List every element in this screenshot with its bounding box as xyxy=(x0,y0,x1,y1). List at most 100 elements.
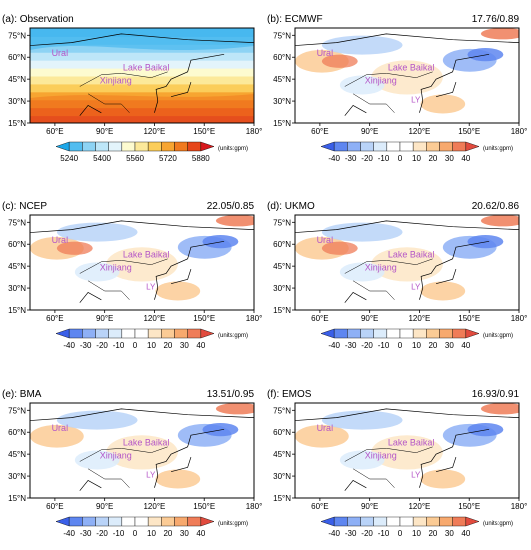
colorbar-label: -10 xyxy=(378,529,390,538)
lon-tick-label: 150°E xyxy=(193,502,215,511)
lon-tick-label: 150°E xyxy=(458,502,480,511)
lat-tick-label: 30°N xyxy=(8,97,26,106)
boundary xyxy=(79,446,168,488)
colorbar: -40 -30 -20 -10 0 10 20 30 40 (units:gpm) xyxy=(320,516,513,538)
lon-tick-label: 180° xyxy=(246,314,263,323)
colorbar-label: -40 xyxy=(328,341,340,350)
place-label: Lake Baikal xyxy=(123,437,170,447)
panel-stat: 16.93/0.91 xyxy=(472,389,520,400)
anomaly-region xyxy=(295,424,349,448)
lat-tick-label: 15°N xyxy=(8,119,26,128)
colorbar-label: 30 xyxy=(445,529,454,538)
map-frame xyxy=(29,214,255,311)
colorbar-label: 30 xyxy=(180,529,189,538)
colorbar-swatch xyxy=(200,516,215,527)
place-label: Ural xyxy=(52,48,69,58)
colorbar-units: (units:gpm) xyxy=(483,146,513,152)
colorbar-label: 10 xyxy=(147,529,156,538)
lat-tick-label: 60°N xyxy=(273,428,291,437)
panel-b: (b): ECMWF 17.76/0.89 Ural Lake Baikal Xinji… xyxy=(267,14,527,163)
anomaly-region xyxy=(321,222,403,242)
contour-band xyxy=(30,66,254,77)
colorbar-label: 20 xyxy=(163,529,172,538)
colorbar-swatch xyxy=(121,516,136,527)
colorbar-swatch xyxy=(347,141,361,152)
colorbar-swatch xyxy=(465,328,480,339)
colorbar-swatch xyxy=(373,516,388,527)
map-frame xyxy=(29,27,255,124)
anomaly-region xyxy=(480,28,519,40)
colorbar-label: 40 xyxy=(196,341,205,350)
colorbar-swatch xyxy=(108,516,123,527)
lon-tick-label: 150°E xyxy=(458,127,480,136)
panel-title: (f): EMOS xyxy=(267,389,312,400)
colorbar-swatch xyxy=(399,328,414,339)
colorbar-swatch xyxy=(121,141,136,152)
lon-tick-label: 60°E xyxy=(311,502,328,511)
place-label: Lake Baikal xyxy=(388,437,435,447)
place-label: Lake Baikal xyxy=(123,249,170,259)
colorbar-label: -40 xyxy=(63,529,75,538)
colorbar-swatch xyxy=(426,141,440,152)
colorbar-label: -30 xyxy=(80,341,92,350)
panel-c: (c): NCEP 22.05/0.85 Ural Lake Baikal Xinjia… xyxy=(2,201,262,350)
colorbar-label: 5720 xyxy=(159,154,177,163)
colorbar-swatch xyxy=(174,328,188,339)
coastline xyxy=(295,33,519,116)
map-frame xyxy=(294,27,520,124)
colorbar-swatch xyxy=(333,141,348,152)
colorbar-swatch xyxy=(386,516,401,527)
colorbar-swatch xyxy=(147,328,162,339)
lon-tick-label: 60°E xyxy=(46,502,63,511)
colorbar-swatch xyxy=(121,328,136,339)
colorbar-swatch xyxy=(200,328,215,339)
colorbar-swatch xyxy=(426,516,440,527)
boundary xyxy=(344,446,433,488)
map-field xyxy=(295,28,519,123)
contour-band xyxy=(30,74,254,85)
lat-tick-label: 30°N xyxy=(273,472,291,481)
colorbar-swatch xyxy=(333,516,348,527)
colorbar-swatch xyxy=(82,328,96,339)
lon-tick-label: 180° xyxy=(246,502,263,511)
lat-tick-label: 15°N xyxy=(8,494,26,503)
colorbar-label: 5400 xyxy=(93,154,111,163)
lon-tick-label: 150°E xyxy=(458,314,480,323)
colorbar-label: 40 xyxy=(461,341,470,350)
colorbar-label: 5240 xyxy=(60,154,78,163)
colorbar-swatch xyxy=(161,141,175,152)
panel-title: (e): BMA xyxy=(2,389,42,400)
lat-tick-label: 45°N xyxy=(8,262,26,271)
colorbar-swatch xyxy=(465,141,480,152)
anomaly-region xyxy=(371,247,443,282)
colorbar-swatch xyxy=(68,516,83,527)
coastline xyxy=(30,33,254,116)
boundary xyxy=(344,258,433,300)
colorbar-swatch xyxy=(108,328,123,339)
lat-tick-label: 45°N xyxy=(273,450,291,459)
contour-band xyxy=(30,58,254,69)
colorbar-label: -40 xyxy=(63,341,75,350)
colorbar-label: -30 xyxy=(345,341,357,350)
colorbar-label: 0 xyxy=(133,341,138,350)
colorbar-label: 20 xyxy=(428,154,437,163)
colorbar-swatch xyxy=(320,141,335,152)
panel-title: (d): UKMO xyxy=(267,201,315,212)
colorbar-label: -30 xyxy=(345,529,357,538)
colorbar-swatch xyxy=(320,516,335,527)
lat-tick-label: 75°N xyxy=(8,31,26,40)
colorbar-units: (units:gpm) xyxy=(218,521,248,527)
boundary xyxy=(344,71,433,113)
colorbar-label: 30 xyxy=(445,341,454,350)
place-label: LY xyxy=(146,283,156,292)
colorbar-swatch xyxy=(55,141,70,152)
colorbar-label: -20 xyxy=(96,529,108,538)
colorbar-swatch xyxy=(147,141,162,152)
map-field xyxy=(30,28,254,123)
colorbar-swatch xyxy=(68,141,83,152)
place-label: Xinjiang xyxy=(365,263,397,273)
anomaly-region xyxy=(321,35,403,55)
colorbar-swatch xyxy=(95,328,109,339)
colorbar-label: 20 xyxy=(428,529,437,538)
anomaly-region xyxy=(420,469,466,489)
